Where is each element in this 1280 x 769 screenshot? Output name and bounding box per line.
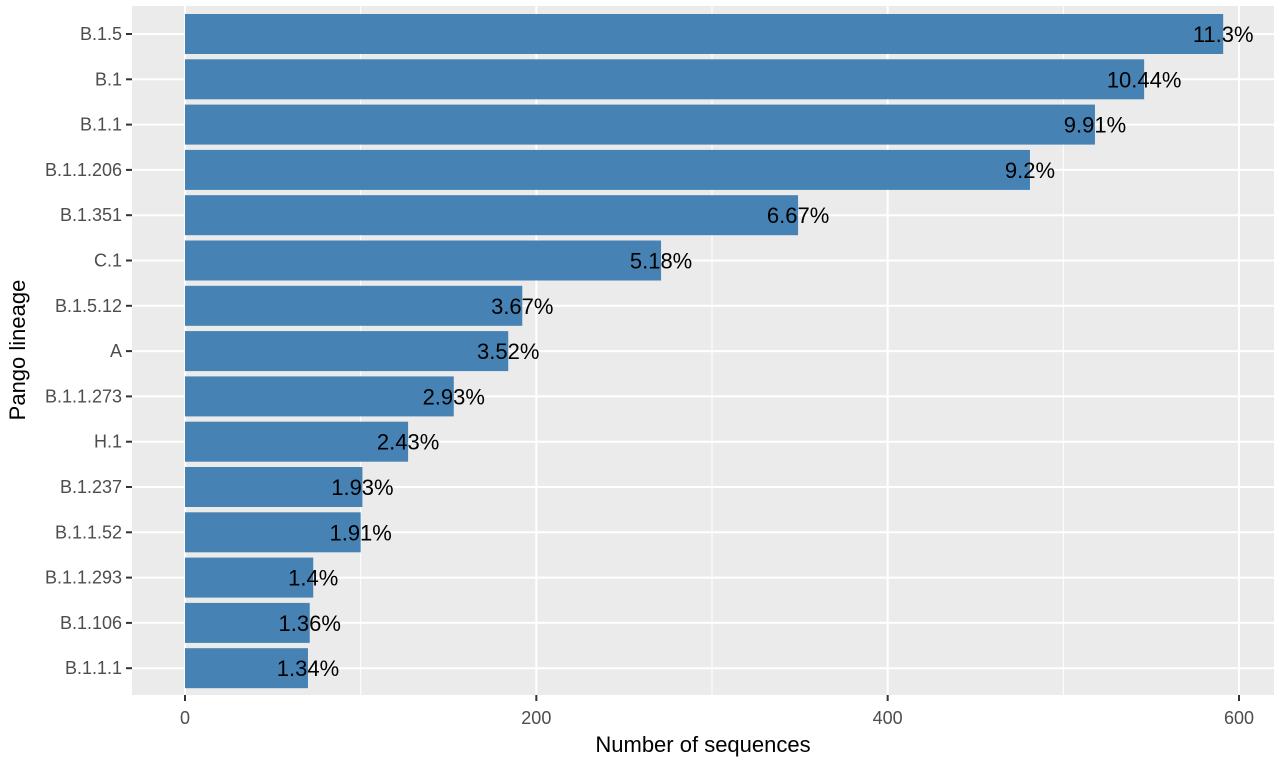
y-tick-label-B.1.5: B.1.5 (80, 24, 122, 44)
y-tick-label-B.1.5.12: B.1.5.12 (55, 296, 122, 316)
x-tick-label-400: 400 (873, 708, 903, 728)
bar-B.1.106 (185, 602, 310, 643)
y-tick-label-C.1: C.1 (94, 251, 122, 271)
data-label-B.1.106: 1.36% (279, 611, 341, 636)
bar-B.1.237 (185, 467, 363, 507)
x-tick-label-0: 0 (180, 708, 190, 728)
y-tick-label-H.1: H.1 (94, 432, 122, 452)
x-axis: 0 200 400 600 (180, 695, 1254, 728)
bar-B.1 (185, 59, 1145, 100)
bar-B.1.5 (185, 14, 1224, 54)
bar-B.1.1.273 (185, 376, 454, 417)
data-labels: 11.3% 10.44% 9.91% 9.2% 6.67% 5.18% 3.67% 3.52%… (277, 22, 1254, 681)
y-tick-label-B.1.1.1: B.1.1.1 (65, 658, 122, 678)
data-label-B.1.1: 9.91% (1064, 113, 1126, 138)
data-label-B.1.5.12: 3.67% (491, 294, 553, 319)
y-tick-label-B.1.1.293: B.1.1.293 (45, 568, 122, 588)
bar-B.1.1.52 (185, 512, 361, 553)
bar-B.1.1 (185, 104, 1095, 145)
data-label-B.1.1.1: 1.34% (277, 656, 339, 681)
data-label-H.1: 2.43% (377, 430, 439, 455)
data-label-B.1.351: 6.67% (767, 203, 829, 228)
y-tick-label-B.1: B.1 (95, 69, 122, 89)
y-tick-label-B.1.1.206: B.1.1.206 (45, 160, 122, 180)
data-label-A: 3.52% (477, 339, 539, 364)
data-label-B.1.1.52: 1.91% (329, 520, 391, 545)
y-axis-title: Pango lineage (5, 280, 30, 421)
x-tick-label-200: 200 (521, 708, 551, 728)
y-tick-label-A: A (110, 341, 122, 361)
data-label-C.1: 5.18% (630, 249, 692, 274)
bar-C.1 (185, 240, 662, 281)
data-label-B.1.1.206: 9.2% (1005, 158, 1055, 183)
y-tick-label-B.1.237: B.1.237 (60, 477, 122, 497)
data-label-B.1.1.273: 2.93% (423, 384, 485, 409)
y-tick-label-B.1.1.52: B.1.1.52 (55, 522, 122, 542)
data-label-B.1.1.293: 1.4% (288, 566, 338, 591)
bar-B.1.351 (185, 195, 799, 236)
bars (185, 14, 1224, 689)
bar-B.1.5.12 (185, 285, 523, 326)
y-tick-label-B.1.1: B.1.1 (80, 115, 122, 135)
bar-B.1.1.1 (185, 648, 308, 689)
y-tick-label-B.1.351: B.1.351 (60, 205, 122, 225)
bar-H.1 (185, 421, 409, 462)
x-tick-label-600: 600 (1224, 708, 1254, 728)
data-label-B.1: 10.44% (1107, 67, 1182, 92)
bar-B.1.1.293 (185, 557, 314, 598)
bar-A (185, 331, 509, 372)
y-tick-label-B.1.106: B.1.106 (60, 613, 122, 633)
bar-B.1.1.206 (185, 149, 1030, 190)
y-tick-label-B.1.1.273: B.1.1.273 (45, 386, 122, 406)
data-label-B.1.237: 1.93% (331, 475, 393, 500)
x-axis-title: Number of sequences (595, 732, 810, 757)
data-label-B.1.5: 11.3% (1193, 22, 1254, 47)
y-axis: B.1.5 B.1 B.1.1 B.1.1.206 B.1.351 C.1 B.1.5.12… (45, 24, 132, 678)
